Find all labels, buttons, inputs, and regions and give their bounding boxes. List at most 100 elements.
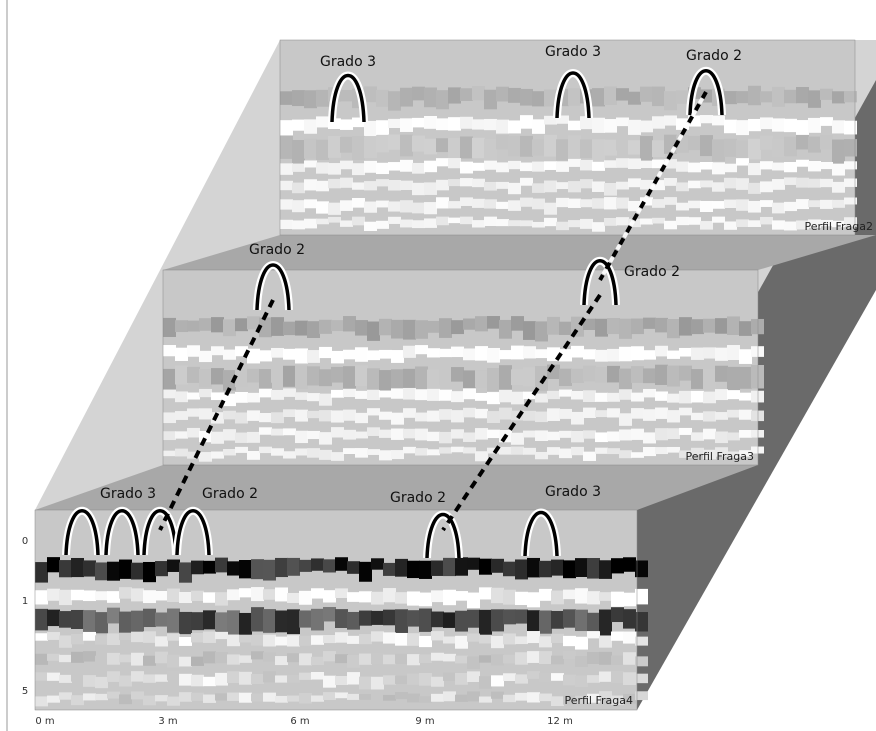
reflection: [599, 652, 612, 665]
reflection: [223, 429, 236, 440]
marker-label: Grado 3: [320, 54, 376, 70]
reflection: [607, 408, 620, 417]
reflection: [376, 201, 389, 208]
reflection: [59, 675, 72, 683]
reflection: [628, 92, 641, 105]
reflection: [191, 633, 204, 642]
reflection: [532, 139, 545, 155]
reflection: [155, 561, 168, 576]
reflection: [739, 367, 752, 389]
reflection: [167, 560, 180, 572]
reflection: [427, 449, 440, 455]
reflection: [203, 561, 216, 574]
reflection: [331, 427, 344, 437]
reflection: [71, 590, 84, 600]
reflection: [475, 346, 488, 361]
y-axis-label: 0: [22, 536, 28, 547]
reflection: [587, 558, 600, 579]
reflection: [667, 428, 680, 439]
reflection: [235, 318, 248, 331]
reflection: [259, 447, 272, 453]
reflection: [515, 636, 528, 644]
reflection: [571, 346, 584, 358]
reflection: [371, 631, 384, 641]
reflection: [496, 120, 509, 134]
reflection: [712, 201, 725, 209]
reflection: [703, 319, 716, 333]
reflection: [359, 562, 372, 582]
reflection: [559, 449, 572, 459]
reflection: [479, 587, 492, 599]
reflection: [439, 349, 452, 357]
reflection: [407, 633, 420, 646]
reflection: [355, 365, 368, 386]
reflection: [595, 319, 608, 337]
reflection: [215, 592, 228, 605]
reflection: [539, 651, 552, 664]
reflection: [472, 199, 485, 208]
reflection: [727, 367, 740, 390]
reflection: [319, 432, 332, 444]
reflection: [463, 408, 476, 418]
reflection: [107, 591, 120, 603]
reflection: [563, 651, 576, 659]
reflection: [143, 674, 156, 682]
reflection: [295, 448, 308, 455]
reflection: [95, 635, 108, 644]
reflection: [131, 611, 144, 635]
reflection: [655, 428, 668, 440]
reflection: [47, 557, 60, 572]
reflection: [832, 120, 845, 133]
reflection: [71, 558, 84, 577]
reflection: [83, 590, 96, 601]
reflection: [352, 136, 365, 160]
reflection: [71, 634, 84, 644]
reflection: [179, 657, 192, 667]
reflection: [643, 389, 656, 397]
reflection: [619, 319, 632, 339]
reflection: [607, 318, 620, 334]
reflection: [211, 452, 224, 459]
marker-label: Grado 3: [545, 44, 601, 60]
reflection: [376, 90, 389, 107]
reflection: [280, 199, 293, 209]
reflection: [575, 676, 588, 687]
reflection: [395, 559, 408, 577]
reflection: [335, 676, 348, 685]
reflection: [275, 637, 288, 646]
reflection: [535, 394, 548, 403]
reflection: [436, 217, 449, 226]
reflection: [616, 158, 629, 168]
reflection: [575, 637, 588, 650]
reflection: [575, 558, 588, 577]
reflection: [551, 696, 564, 706]
reflection: [319, 450, 332, 460]
reflection: [619, 413, 632, 426]
reflection: [664, 91, 677, 110]
reflection: [727, 432, 740, 440]
reflection: [347, 636, 360, 644]
reflection: [239, 672, 252, 685]
reflection: [544, 203, 557, 215]
reflection: [820, 135, 833, 149]
reflection: [784, 119, 797, 132]
reflection: [667, 410, 680, 422]
reflection: [472, 138, 485, 159]
reflection: [443, 637, 456, 644]
reflection: [395, 609, 408, 635]
reflection: [227, 671, 240, 683]
reflection: [568, 220, 581, 227]
reflection: [316, 140, 329, 160]
reflection: [832, 140, 845, 164]
reflection: [412, 183, 425, 195]
reflection: [623, 632, 636, 644]
reflection: [319, 369, 332, 386]
reflection: [227, 635, 240, 646]
reflection: [487, 368, 500, 391]
reflection: [295, 410, 308, 422]
reflection: [400, 160, 413, 172]
reflection: [472, 179, 485, 187]
reflection: [431, 694, 444, 702]
reflection: [235, 433, 248, 443]
reflection: [715, 348, 728, 361]
